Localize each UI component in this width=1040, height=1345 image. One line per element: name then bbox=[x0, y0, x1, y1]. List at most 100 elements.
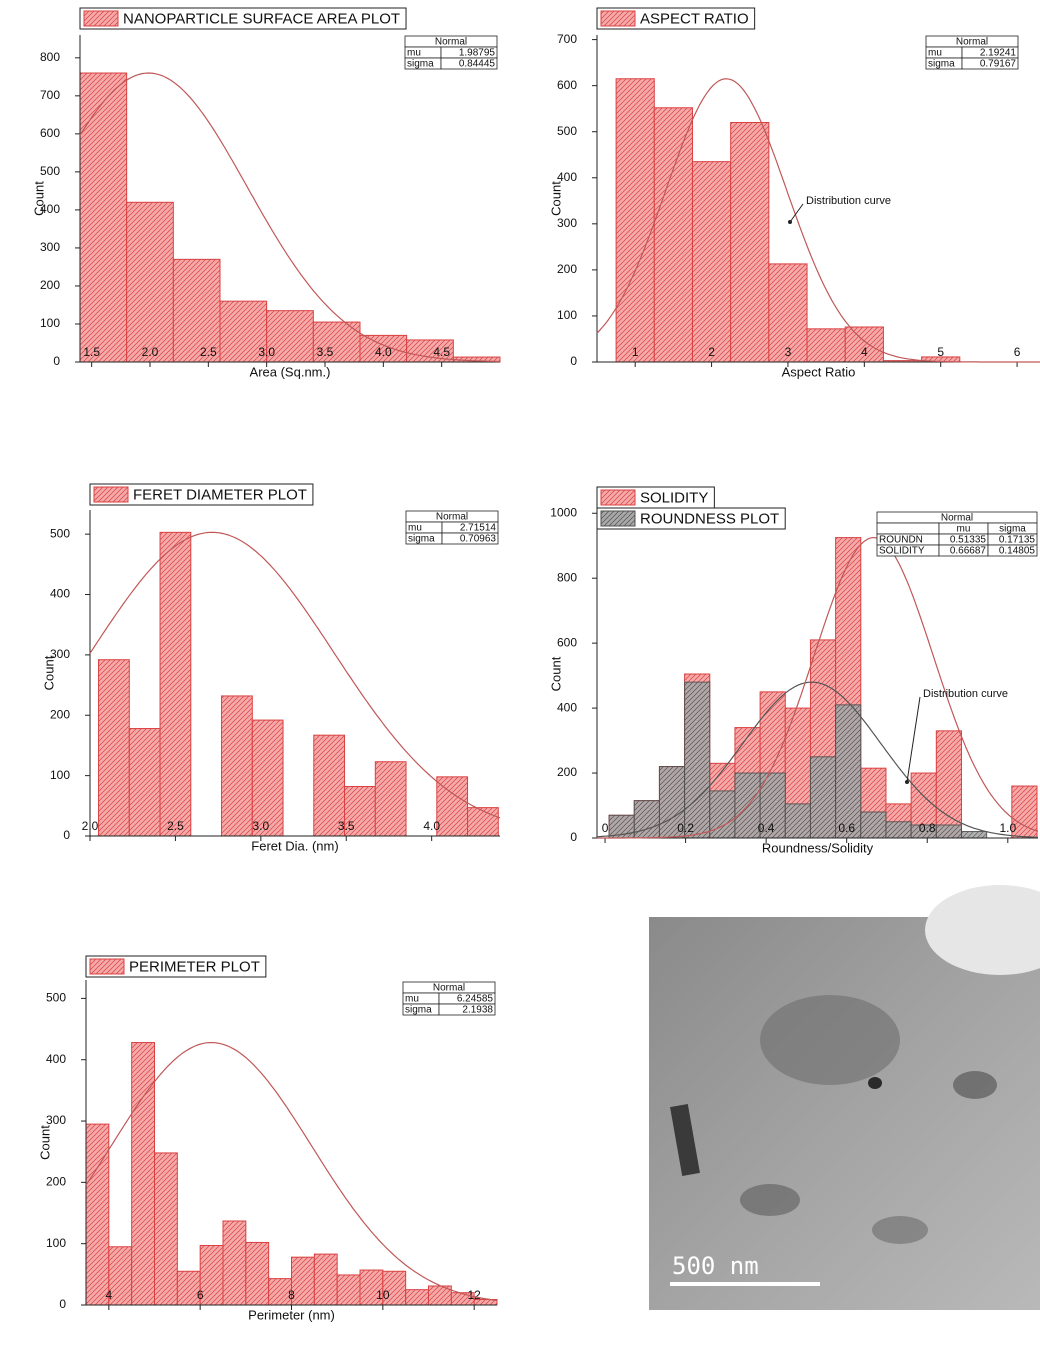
x-tick-label: 6 bbox=[1014, 345, 1021, 359]
y-tick-label: 0 bbox=[63, 828, 70, 842]
table-text: ROUNDN bbox=[879, 535, 923, 546]
bar bbox=[222, 696, 253, 836]
table-text: 0.51335 bbox=[950, 535, 987, 546]
legend-swatch bbox=[601, 490, 635, 505]
x-tick-label: 4.0 bbox=[423, 819, 440, 833]
x-tick-label: 3.0 bbox=[258, 345, 275, 359]
y-tick-label: 200 bbox=[40, 278, 60, 292]
annotation-arrowhead bbox=[905, 780, 909, 784]
table-text: mu bbox=[928, 48, 942, 59]
y-axis-title: Count bbox=[37, 1125, 52, 1160]
y-tick-label: 400 bbox=[46, 1052, 66, 1066]
particle-cluster bbox=[760, 995, 900, 1085]
x-tick-label: 4.5 bbox=[433, 345, 450, 359]
bar bbox=[616, 79, 654, 362]
bar bbox=[886, 822, 911, 838]
annotation-arrow bbox=[907, 697, 920, 782]
table-text: 2.71514 bbox=[460, 523, 497, 534]
chart-panel: 0100200300400500600700123456Aspect Ratio… bbox=[548, 8, 1040, 379]
x-tick-label: 1.0 bbox=[999, 821, 1016, 835]
y-tick-label: 0 bbox=[53, 354, 60, 368]
x-tick-label: 2 bbox=[708, 345, 715, 359]
bar bbox=[129, 729, 160, 836]
particle bbox=[740, 1184, 800, 1216]
x-tick-label: 3.5 bbox=[338, 819, 355, 833]
table-text: 1.98795 bbox=[459, 48, 496, 59]
table-text: Normal bbox=[433, 983, 465, 994]
table-text: 6.24585 bbox=[457, 994, 494, 1005]
bar bbox=[375, 762, 406, 836]
y-axis-title: Count bbox=[548, 181, 563, 216]
chart-panel: 01002003004005002.02.53.03.54.0Feret Dia… bbox=[41, 484, 500, 853]
legend-swatch bbox=[94, 487, 128, 502]
legend-label: SOLIDITY bbox=[640, 489, 708, 506]
table-text: mu bbox=[407, 48, 421, 59]
y-axis-title: Count bbox=[548, 656, 563, 691]
table-text: 2.1938 bbox=[462, 1005, 493, 1016]
y-tick-label: 600 bbox=[557, 635, 577, 649]
table-text: 0.79167 bbox=[980, 59, 1017, 70]
bar bbox=[86, 1124, 109, 1305]
bar bbox=[710, 791, 735, 838]
particle bbox=[872, 1216, 928, 1244]
y-tick-label: 100 bbox=[50, 768, 70, 782]
y-tick-label: 200 bbox=[50, 707, 70, 721]
x-tick-label: 10 bbox=[376, 1288, 390, 1302]
bar bbox=[200, 1246, 223, 1305]
x-tick-label: 2.0 bbox=[142, 345, 159, 359]
bar bbox=[731, 123, 769, 362]
bar bbox=[468, 808, 499, 836]
y-tick-label: 800 bbox=[557, 570, 577, 584]
x-axis-title: Aspect Ratio bbox=[782, 364, 856, 379]
x-tick-label: 0.8 bbox=[919, 821, 936, 835]
y-tick-label: 0 bbox=[59, 1297, 66, 1311]
legend-swatch bbox=[90, 959, 124, 974]
x-tick-label: 1 bbox=[632, 345, 639, 359]
table-text: Normal bbox=[956, 37, 988, 48]
bar bbox=[160, 532, 191, 836]
x-tick-label: 1.5 bbox=[83, 345, 100, 359]
table-text: 0.17135 bbox=[999, 535, 1036, 546]
x-axis-title: Perimeter (nm) bbox=[248, 1307, 335, 1322]
bar bbox=[861, 812, 886, 838]
y-tick-label: 0 bbox=[570, 354, 577, 368]
annotation-arrowhead bbox=[788, 220, 792, 224]
bar bbox=[155, 1153, 178, 1305]
y-tick-label: 0 bbox=[570, 830, 577, 844]
bar bbox=[127, 202, 174, 362]
legend-swatch bbox=[601, 511, 635, 526]
table-text: SOLIDITY bbox=[879, 546, 925, 557]
table-text: sigma bbox=[405, 1005, 432, 1016]
x-tick-label: 2.0 bbox=[82, 819, 99, 833]
bar bbox=[810, 757, 835, 838]
bar bbox=[223, 1221, 246, 1305]
bar bbox=[99, 660, 130, 836]
y-tick-label: 400 bbox=[557, 700, 577, 714]
x-tick-label: 6 bbox=[197, 1288, 204, 1302]
x-tick-label: 3.0 bbox=[252, 819, 269, 833]
bar bbox=[692, 162, 730, 362]
bar bbox=[80, 73, 127, 362]
table-text: sigma bbox=[999, 524, 1026, 535]
y-tick-label: 500 bbox=[557, 124, 577, 138]
y-tick-label: 200 bbox=[557, 765, 577, 779]
bar bbox=[785, 804, 810, 838]
y-tick-label: 100 bbox=[46, 1236, 66, 1250]
y-tick-label: 700 bbox=[40, 88, 60, 102]
bar bbox=[314, 1254, 337, 1305]
legend-label: ASPECT RATIO bbox=[640, 10, 749, 27]
table-text: 0.70963 bbox=[460, 534, 497, 545]
x-tick-label: 0.6 bbox=[838, 821, 855, 835]
table-text: mu bbox=[405, 994, 419, 1005]
table-text: Normal bbox=[435, 37, 467, 48]
scale-label: 500 nm bbox=[672, 1252, 759, 1280]
legend-label: NANOPARTICLE SURFACE AREA PLOT bbox=[123, 10, 400, 27]
table-text: 0.84445 bbox=[459, 59, 496, 70]
bar bbox=[654, 108, 692, 362]
x-tick-label: 4 bbox=[861, 345, 868, 359]
bar bbox=[109, 1247, 132, 1305]
particle bbox=[868, 1077, 882, 1089]
y-tick-label: 300 bbox=[557, 216, 577, 230]
tem-image: 500 nm bbox=[649, 885, 1040, 1310]
